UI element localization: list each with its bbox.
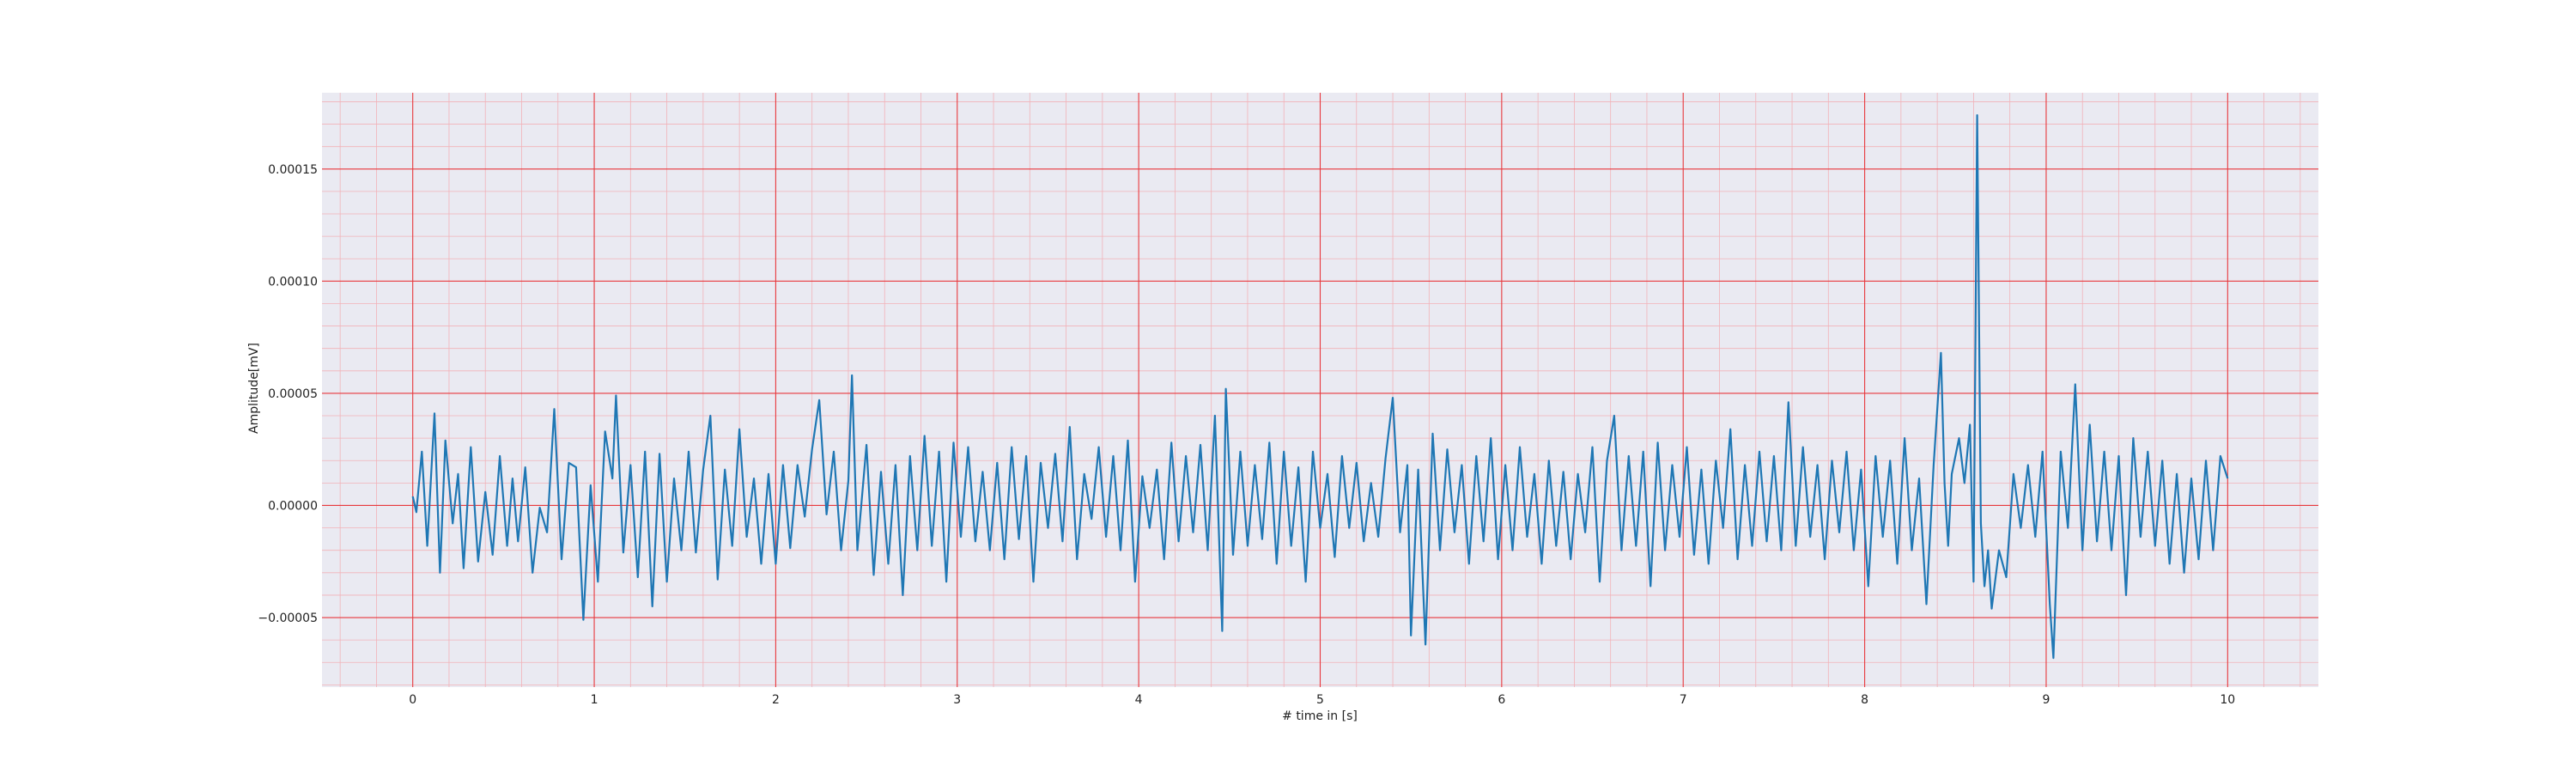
x-tick-label: 0 — [409, 693, 416, 707]
x-tick-label: 3 — [953, 693, 961, 707]
y-tick-label: 0.00005 — [268, 387, 318, 401]
x-tick-label: 5 — [1316, 693, 1324, 707]
y-tick-label: 0.00015 — [268, 163, 318, 177]
x-tick-label: 7 — [1680, 693, 1687, 707]
y-tick-label: 0.00000 — [268, 499, 318, 513]
x-axis-label: # time in [s] — [1282, 709, 1358, 723]
y-tick-label: −0.00005 — [258, 612, 318, 625]
x-tick-label: 6 — [1498, 693, 1505, 707]
x-tick-label: 10 — [2220, 693, 2235, 707]
x-tick-label: 8 — [1861, 693, 1868, 707]
x-tick-label: 1 — [591, 693, 598, 707]
y-tick-label: 0.00010 — [268, 275, 318, 289]
y-axis-label: Amplitude[mV] — [247, 343, 261, 434]
x-tick-label: 9 — [2042, 693, 2050, 707]
x-tick-label: 4 — [1135, 693, 1143, 707]
x-tick-label: 2 — [772, 693, 780, 707]
